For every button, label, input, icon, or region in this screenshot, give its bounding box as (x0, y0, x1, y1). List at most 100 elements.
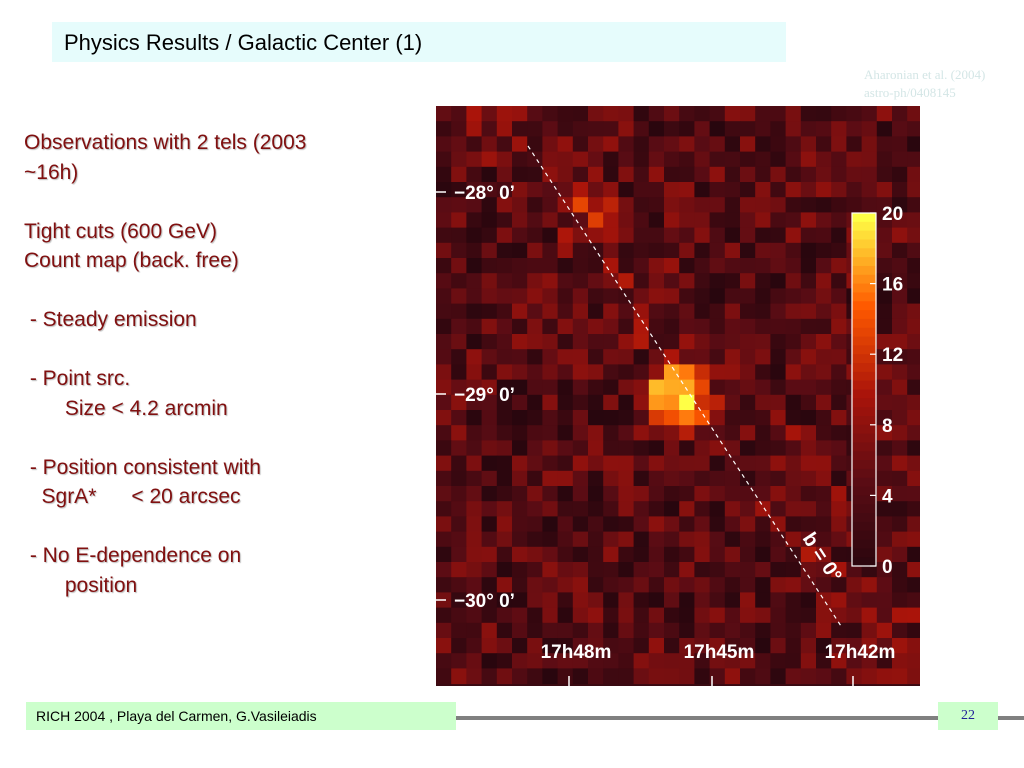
map-cell (572, 334, 589, 350)
map-cell (633, 166, 650, 183)
map-cell (648, 577, 665, 593)
map-cell (527, 638, 543, 654)
map-cell (709, 136, 726, 153)
map-cell (724, 531, 741, 548)
map-cell (542, 334, 559, 350)
y-tick-label: −29° 0’ (454, 385, 515, 406)
map-cell (466, 273, 483, 289)
map-cell (770, 638, 787, 654)
map-cell (648, 227, 665, 244)
map-cell (527, 106, 543, 122)
colorbar-segment (852, 451, 876, 461)
map-cell (466, 227, 483, 244)
map-cell (816, 410, 832, 426)
map-cell (572, 501, 589, 517)
map-cell (481, 379, 498, 396)
map-cell (557, 501, 574, 517)
map-cell (648, 592, 665, 609)
map-cell (496, 258, 513, 274)
map-cell (512, 349, 528, 365)
map-cell (588, 668, 604, 685)
map-cell (785, 106, 802, 122)
map-cell (907, 410, 920, 426)
map-cell (557, 577, 574, 593)
map-cell (664, 212, 680, 229)
map-cell (831, 303, 847, 320)
map-cell (496, 638, 513, 654)
map-cell (740, 197, 756, 213)
map-cell (694, 592, 711, 609)
footer-divider (26, 716, 1024, 720)
map-cell (603, 470, 619, 487)
map-cell (892, 592, 908, 609)
map-cell (861, 182, 878, 198)
map-cell (466, 531, 483, 548)
map-cell (907, 334, 920, 350)
map-cell (618, 470, 635, 487)
map-cell (770, 121, 787, 137)
map-cell (527, 288, 543, 305)
x-tick-label: 17h48m (541, 642, 612, 663)
map-cell (907, 638, 920, 654)
map-cell (679, 577, 695, 593)
map-cell (679, 334, 695, 350)
colorbar-segment (852, 283, 876, 293)
map-cell (831, 638, 847, 654)
map-cell (907, 364, 920, 381)
map-cell (755, 577, 771, 593)
map-cell (709, 501, 726, 517)
map-cell (572, 455, 589, 472)
map-cell (892, 273, 908, 289)
map-cell (846, 106, 863, 122)
map-cell (496, 121, 513, 137)
colorbar-segment (852, 424, 876, 435)
map-cell (724, 410, 741, 426)
map-cell (800, 273, 817, 289)
map-cell (633, 151, 650, 168)
map-cell (709, 121, 726, 137)
map-cell (694, 622, 711, 639)
map-cell (800, 562, 817, 578)
map-cell (466, 501, 483, 517)
map-cell (831, 592, 847, 609)
map-cell (907, 197, 920, 213)
map-cell (542, 562, 559, 578)
map-cell (466, 182, 483, 198)
map-cell (557, 516, 574, 533)
map-cell (816, 592, 832, 609)
map-cell (770, 106, 787, 122)
map-cell (542, 607, 559, 624)
map-cell (694, 166, 711, 183)
map-cell (481, 592, 498, 609)
map-cell (740, 318, 756, 335)
map-cell (892, 425, 908, 441)
map-cell (831, 166, 847, 183)
map-cell (557, 546, 574, 563)
map-cell (451, 425, 467, 441)
map-cell (542, 364, 559, 381)
map-cell (588, 379, 604, 396)
map-cell (816, 562, 832, 578)
map-cell (572, 288, 589, 305)
map-cell (770, 653, 787, 669)
map-cell (861, 592, 878, 609)
map-cell (618, 653, 635, 669)
map-cell (527, 273, 543, 289)
map-cell (633, 607, 650, 624)
map-cell (755, 258, 771, 274)
map-cell (664, 562, 680, 578)
map-cell (892, 349, 908, 365)
map-cell (648, 622, 665, 639)
map-cell (861, 577, 878, 593)
map-cell (572, 106, 589, 122)
map-cell (785, 288, 802, 305)
map-cell (664, 288, 680, 305)
map-cell (755, 379, 771, 396)
map-cell (436, 349, 452, 365)
map-cell (664, 166, 680, 183)
map-cell (451, 227, 467, 244)
map-cell (588, 546, 604, 563)
map-cell (679, 638, 695, 654)
map-cell (907, 562, 920, 578)
map-cell (572, 303, 589, 320)
